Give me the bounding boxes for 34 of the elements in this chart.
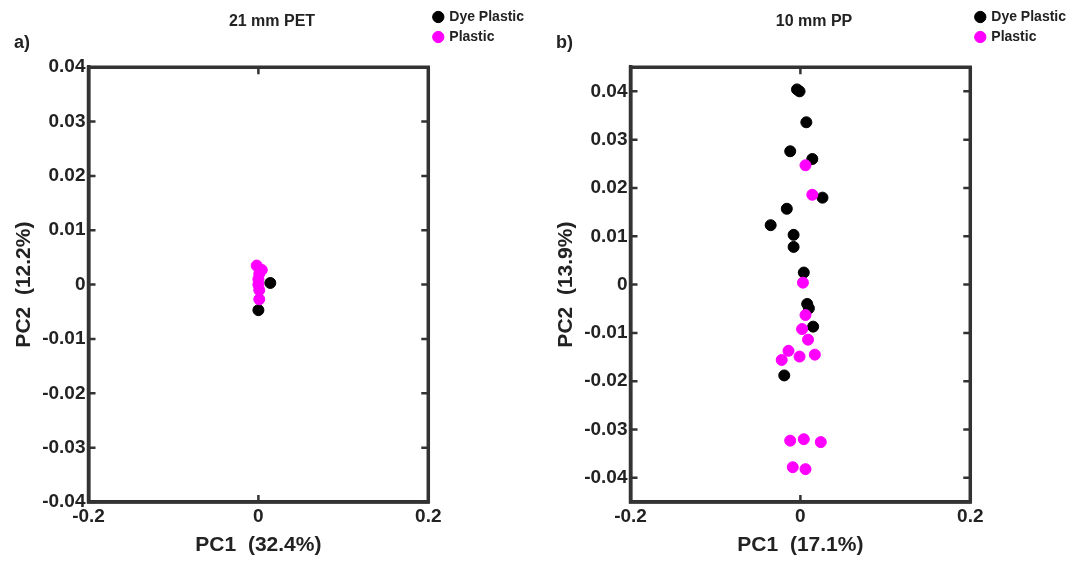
y-tick-label: 0.04 xyxy=(48,55,86,77)
text: b) xyxy=(556,31,573,52)
y-tick-label: 0.02 xyxy=(48,164,86,186)
y-tick-label: -0.01 xyxy=(584,321,628,343)
y-tick-label: -0.04 xyxy=(584,466,628,488)
legend-label: Dye Plastic xyxy=(991,7,1067,24)
y-tick-label: 0.01 xyxy=(590,224,628,246)
y-tick-label: 0 xyxy=(74,272,86,294)
chart-title: 21 mm PET xyxy=(228,12,316,30)
text: a) xyxy=(14,31,31,52)
x-axis-title: PC1 (17.1%) xyxy=(737,532,864,556)
y-tick-label: -0.01 xyxy=(42,327,86,349)
y-tick-label: -0.03 xyxy=(42,435,86,457)
y-tick-label: 0.03 xyxy=(590,127,628,149)
y-tick-label: 0.04 xyxy=(590,79,628,101)
y-tick-label: 0.01 xyxy=(48,218,86,240)
y-axis-title: PC2 (13.9%) xyxy=(553,221,577,348)
x-tick-label: -0.2 xyxy=(614,504,647,526)
x-tick-label: 0 xyxy=(795,504,806,526)
y-tick-label: -0.02 xyxy=(584,369,628,391)
y-tick-label: 0.02 xyxy=(590,176,628,198)
chart-title: 10 mm PP xyxy=(775,12,853,30)
x-tick-label: 0.2 xyxy=(415,504,442,526)
y-tick-label: 0 xyxy=(616,272,628,294)
x-tick-label: 0 xyxy=(253,504,264,526)
y-tick-label: -0.03 xyxy=(584,417,628,439)
legend-label: Plastic xyxy=(449,27,495,44)
legend-label: Dye Plastic xyxy=(449,7,525,24)
x-tick-label: 0.2 xyxy=(957,504,984,526)
legend-label: Plastic xyxy=(991,27,1037,44)
y-tick-label: 0.03 xyxy=(48,109,86,131)
y-axis-title: PC2 (12.2%) xyxy=(11,221,35,348)
y-tick-label: -0.02 xyxy=(42,381,86,403)
x-axis-title: PC1 (32.4%) xyxy=(195,532,322,556)
